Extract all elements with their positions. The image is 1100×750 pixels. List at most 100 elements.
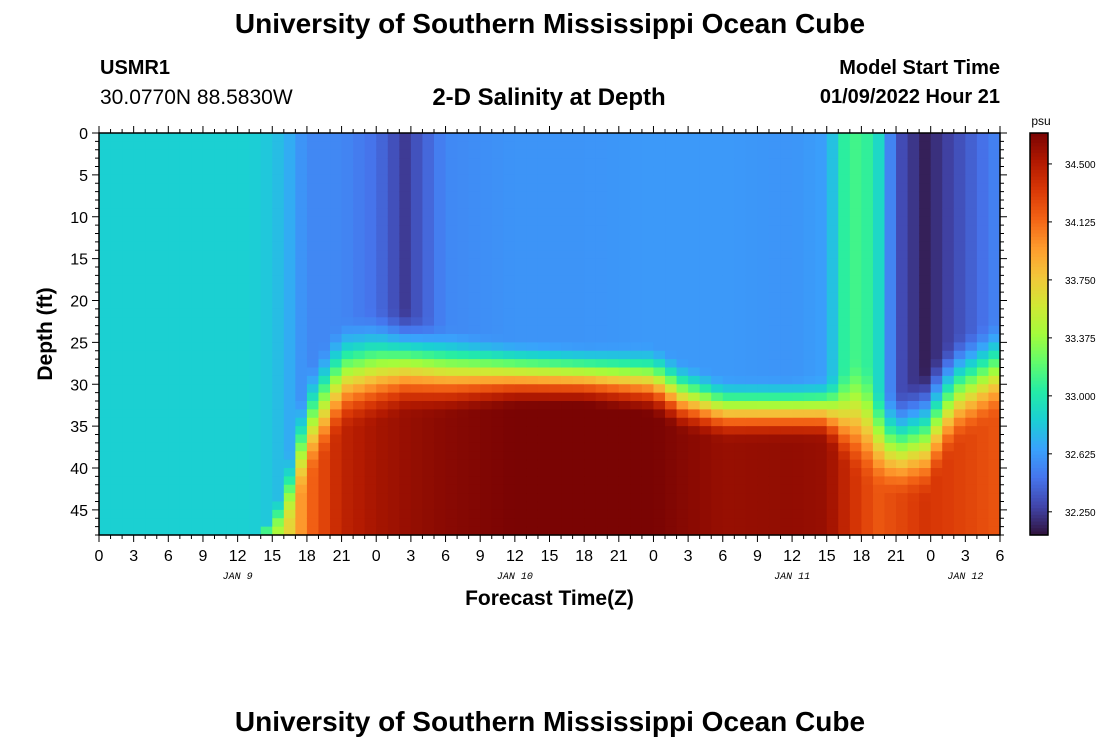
heatmap-cell <box>133 526 146 536</box>
heatmap-cell <box>618 468 631 477</box>
heatmap-cell <box>872 409 886 419</box>
heatmap-cell <box>607 166 620 176</box>
heatmap-cell <box>168 509 181 519</box>
heatmap-cell <box>780 216 793 226</box>
heatmap-cell <box>665 359 678 369</box>
chart-title-text: 2-D Salinity at Depth <box>432 84 666 111</box>
heatmap-cell <box>330 518 343 528</box>
heatmap-cell <box>122 250 135 260</box>
heatmap-cell <box>861 342 874 352</box>
chart-title: 2-D Salinity at Depth <box>0 84 1100 112</box>
heatmap-cell <box>561 518 574 528</box>
heatmap-cell <box>722 451 735 461</box>
heatmap-cell <box>641 426 655 436</box>
heatmap-cell <box>584 359 597 369</box>
heatmap-cell <box>202 216 216 226</box>
heatmap-cell <box>584 149 597 159</box>
heatmap-cell <box>976 384 990 394</box>
heatmap-cell <box>734 158 747 168</box>
heatmap-cell <box>295 292 308 302</box>
heatmap-cell <box>410 442 424 452</box>
heatmap-cell <box>283 417 296 427</box>
heatmap-cell <box>283 292 296 302</box>
heatmap-cell <box>445 451 458 461</box>
heatmap-cell <box>191 334 204 343</box>
heatmap-cell <box>653 317 666 327</box>
heatmap-cell <box>942 501 955 511</box>
heatmap-cell <box>803 493 816 503</box>
heatmap-cell <box>306 451 320 461</box>
heatmap-cell <box>353 476 366 486</box>
heatmap-cell <box>872 426 886 436</box>
heatmap-cell <box>849 133 862 142</box>
heatmap-cell <box>584 225 597 235</box>
heatmap-cell <box>457 526 470 536</box>
heatmap-cell <box>156 275 169 285</box>
heatmap-cell <box>445 174 458 184</box>
heatmap-cell <box>249 392 262 402</box>
heatmap-cell <box>584 300 597 310</box>
heatmap-cell <box>179 183 193 193</box>
heatmap-cell <box>295 267 308 276</box>
colorbar-segment <box>1030 468 1048 472</box>
heatmap-cell <box>179 409 193 419</box>
heatmap-cell <box>99 275 112 285</box>
heatmap-cell <box>653 509 666 519</box>
colorbar-tick-label: 32.625 <box>1065 450 1096 461</box>
heatmap-cell <box>572 133 585 142</box>
heatmap-cell <box>699 518 712 528</box>
heatmap-cell <box>168 208 181 218</box>
heatmap-cell <box>965 518 978 528</box>
colorbar-segment <box>1030 377 1048 382</box>
colorbar-segment <box>1030 491 1048 496</box>
heatmap-cell <box>179 451 193 461</box>
heatmap-cell <box>618 526 631 536</box>
heatmap-cell <box>295 434 308 444</box>
heatmap-cell <box>768 292 782 302</box>
heatmap-cell <box>537 459 551 469</box>
heatmap-cell <box>953 317 966 327</box>
heatmap-cell <box>942 518 955 528</box>
heatmap-cell <box>283 225 296 235</box>
heatmap-cell <box>422 518 435 528</box>
heatmap-cell <box>249 493 262 503</box>
heatmap-cell <box>249 375 262 385</box>
heatmap-cell <box>491 484 504 494</box>
heatmap-cell <box>249 174 262 184</box>
heatmap-cell <box>745 325 759 335</box>
heatmap-cell <box>930 325 943 335</box>
heatmap-cell <box>653 183 666 193</box>
heatmap-cell <box>607 133 620 142</box>
heatmap-cell <box>272 225 285 235</box>
heatmap-cell <box>445 141 458 151</box>
heatmap-cell <box>572 325 585 335</box>
heatmap-cell <box>641 392 655 402</box>
heatmap-cell <box>884 241 897 251</box>
heatmap-cell <box>457 417 470 427</box>
heatmap-cell <box>630 401 643 410</box>
heatmap-cell <box>942 325 955 335</box>
heatmap-cell <box>676 442 689 452</box>
heatmap-cell <box>110 241 123 251</box>
heatmap-cell <box>838 468 851 477</box>
heatmap-cell <box>584 166 597 176</box>
heatmap-cell <box>387 426 400 436</box>
heatmap-cell <box>399 166 412 176</box>
heatmap-cell <box>618 200 631 209</box>
heatmap-cell <box>884 451 897 461</box>
heatmap-cell <box>237 484 250 494</box>
heatmap-cell <box>457 317 470 327</box>
x-day-label: JAN 10 <box>497 572 533 583</box>
heatmap-cell <box>607 459 620 469</box>
heatmap-cell <box>202 434 216 444</box>
heatmap-cell <box>711 392 724 402</box>
heatmap-cell <box>699 409 712 419</box>
heatmap-cell <box>133 484 146 494</box>
heatmap-cell <box>468 241 481 251</box>
heatmap-cell <box>722 267 735 276</box>
heatmap-cell <box>122 191 135 201</box>
heatmap-cell <box>537 191 551 201</box>
heatmap-cell <box>514 484 527 494</box>
heatmap-cell <box>410 149 424 159</box>
heatmap-cell <box>537 241 551 251</box>
